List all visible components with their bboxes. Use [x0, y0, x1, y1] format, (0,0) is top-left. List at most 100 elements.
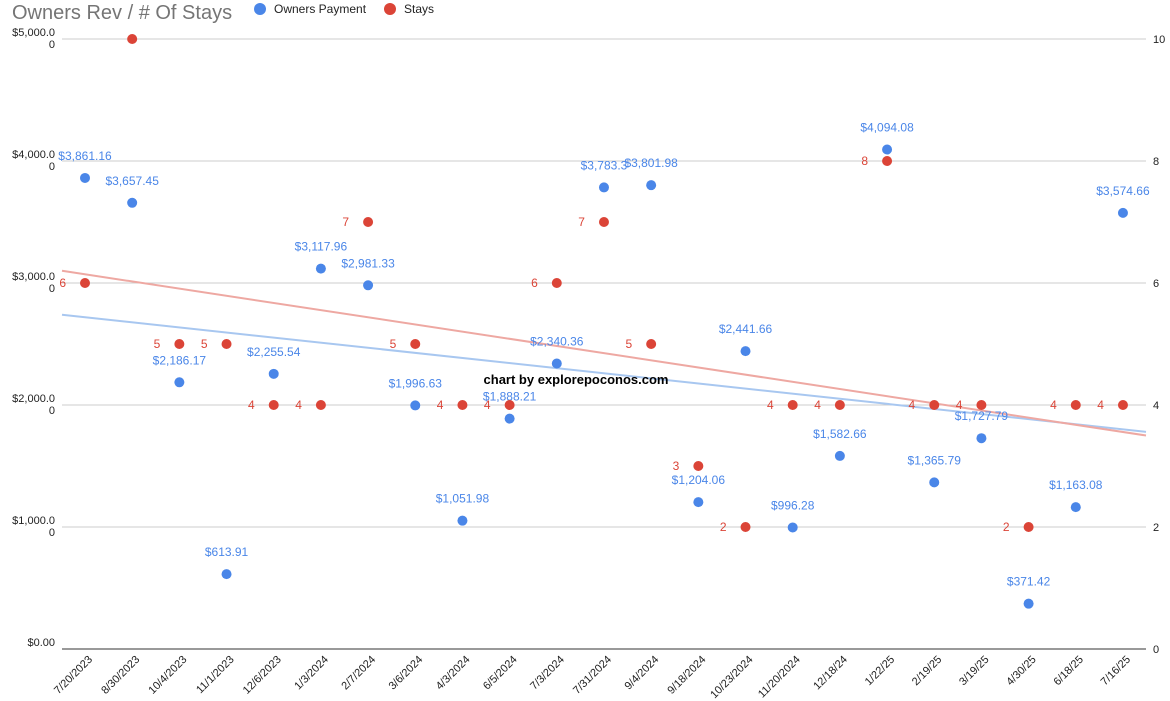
y-left-tick-label: $2,000.0 — [12, 393, 55, 405]
payment-point — [598, 182, 609, 193]
x-tick-label: 1/22/25 — [863, 654, 897, 688]
payment-point — [410, 400, 421, 411]
stays-data-label: 6 — [531, 276, 538, 290]
payment-data-label: $1,051.98 — [436, 492, 490, 506]
x-tick-label: 10/23/2024 — [708, 654, 755, 701]
x-tick-label: 11/20/2024 — [756, 654, 803, 701]
y-left-tick-label-cont: 0 — [49, 405, 55, 417]
payment-point — [363, 280, 374, 291]
payment-data-label: $2,340.36 — [530, 334, 584, 348]
legend-dot-red-icon — [384, 3, 396, 15]
payment-point — [976, 433, 987, 444]
stays-data-label: 4 — [437, 398, 444, 412]
chart-title: Owners Rev / # Of Stays — [12, 2, 233, 24]
payment-point — [646, 180, 657, 191]
stays-point — [174, 339, 185, 349]
payment-point — [693, 497, 704, 508]
stays-point — [1070, 400, 1081, 410]
stays-point — [693, 461, 704, 471]
y-left-tick-label-cont: 0 — [49, 161, 55, 173]
payment-point — [929, 477, 940, 488]
x-tick-label: 2/7/2024 — [339, 654, 378, 693]
payment-data-label: $1,582.66 — [813, 427, 867, 441]
stays-point — [551, 278, 562, 288]
legend-owners-payment[interactable]: Owners Payment — [254, 2, 366, 16]
stays-point — [410, 339, 421, 349]
payment-point — [882, 144, 893, 155]
payment-point — [127, 197, 138, 208]
x-tick-label: 8/30/2023 — [99, 654, 142, 697]
y-right-tick-label: 0 — [1153, 644, 1159, 656]
stays-data-label: 7 — [342, 215, 349, 229]
payment-data-label: $1,727.79 — [955, 409, 1009, 423]
stays-data-label: 6 — [59, 276, 66, 290]
stays-data-label: 5 — [154, 337, 161, 351]
payment-data-label: $3,574.66 — [1096, 184, 1150, 198]
x-tick-label: 4/30/25 — [1004, 654, 1038, 688]
stays-data-label: 4 — [767, 398, 774, 412]
y-left-tick-label: $3,000.0 — [12, 271, 55, 283]
payment-data-label: $2,981.33 — [341, 256, 395, 270]
payment-data-label: $3,801.98 — [624, 156, 678, 170]
payment-point — [174, 377, 185, 388]
stays-point — [1023, 522, 1034, 532]
x-tick-label: 9/18/2024 — [665, 654, 708, 697]
legend-stays[interactable]: Stays — [384, 2, 434, 16]
y-left-tick-label: $4,000.0 — [12, 149, 55, 161]
stays-point — [882, 156, 893, 166]
legend-label-stays: Stays — [404, 2, 435, 16]
y-left-tick-label-cont: 0 — [49, 283, 55, 295]
x-tick-label: 7/3/2024 — [528, 654, 567, 693]
payment-point — [787, 522, 798, 533]
payment-data-label: $371.42 — [1007, 575, 1051, 589]
payment-data-label: $1,204.06 — [672, 473, 726, 487]
stays-point — [80, 278, 90, 288]
trendline-stays — [61, 269, 1147, 437]
stays-data-label: 5 — [390, 337, 397, 351]
x-tick-label: 7/20/2023 — [52, 654, 95, 697]
payment-data-label: $2,441.66 — [719, 322, 773, 336]
stays-data-label: 2 — [720, 520, 727, 534]
x-tick-label: 12/6/2023 — [241, 654, 284, 697]
stays-data-label: 4 — [248, 398, 255, 412]
payment-data-label: $1,163.08 — [1049, 478, 1103, 492]
stays-point — [929, 400, 940, 410]
payment-data-label: $613.91 — [205, 545, 249, 559]
payment-point — [221, 569, 232, 580]
payment-point — [268, 368, 279, 379]
stays-point — [127, 34, 138, 44]
payment-data-label: $3,117.96 — [295, 240, 348, 254]
payment-data-label: $3,861.16 — [58, 149, 112, 163]
stays-point — [268, 400, 279, 410]
payment-data-label: $4,094.08 — [860, 121, 914, 135]
stays-data-label: 7 — [578, 215, 585, 229]
x-tick-label: 3/6/2024 — [387, 654, 426, 693]
payment-data-label: $2,255.54 — [247, 345, 301, 359]
x-tick-label: 9/4/2024 — [623, 654, 662, 693]
stays-point — [787, 400, 798, 410]
y-right-tick-label: 4 — [1153, 400, 1159, 412]
y-left-tick-label-cont: 0 — [49, 39, 55, 51]
payment-data-label: $2,186.17 — [153, 353, 207, 367]
payment-point — [504, 413, 515, 424]
x-tick-label: 4/3/2024 — [434, 654, 473, 693]
x-tick-label: 11/1/2023 — [194, 654, 237, 697]
payment-point — [80, 172, 90, 183]
x-tick-label: 6/5/2024 — [481, 654, 520, 693]
legend-label-owners-payment: Owners Payment — [274, 2, 367, 16]
stays-point — [363, 217, 374, 227]
y-left-tick-label-cont: 0 — [49, 527, 55, 539]
stays-data-label: 8 — [861, 154, 868, 168]
x-tick-label: 7/16/25 — [1099, 654, 1133, 688]
legend-dot-blue-icon — [254, 3, 266, 15]
payment-point — [551, 358, 562, 369]
payment-point — [834, 450, 845, 461]
x-tick-label: 2/19/25 — [910, 654, 944, 688]
stays-point — [221, 339, 232, 349]
y-right-tick-label: 8 — [1153, 156, 1159, 168]
stays-data-label: 5 — [201, 337, 208, 351]
payment-data-label: $3,783.3 — [581, 158, 628, 172]
stays-point — [646, 339, 657, 349]
payment-data-label: $1,365.79 — [908, 453, 962, 467]
stays-point — [315, 400, 326, 410]
